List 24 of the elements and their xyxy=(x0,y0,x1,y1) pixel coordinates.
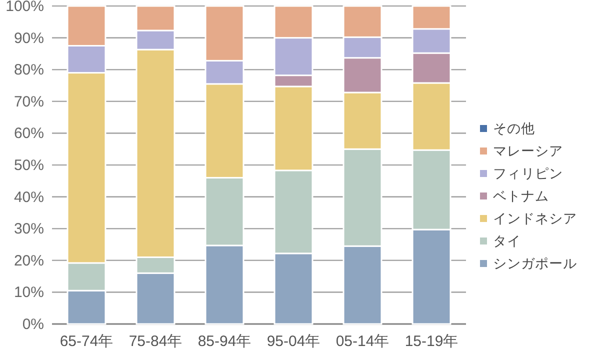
y-tick-label: 60% xyxy=(14,125,44,142)
legend-label: マレーシア xyxy=(493,144,563,158)
legend-label: インドネシア xyxy=(493,211,577,226)
y-tick-label: 70% xyxy=(14,93,44,110)
y-tick-label: 90% xyxy=(14,30,44,47)
legend-label: その他 xyxy=(493,121,535,136)
y-tick-label: 100% xyxy=(6,0,44,15)
y-tick-label: 80% xyxy=(14,62,44,79)
y-tick-label: 20% xyxy=(14,252,44,270)
x-tick-label: 75-84年 xyxy=(128,333,182,350)
x-tick-label: 65-74年 xyxy=(60,333,114,350)
legend-label: シンガポール xyxy=(493,256,577,271)
y-tick-label: 50% xyxy=(14,157,44,174)
legend-label: ベトナム xyxy=(493,188,549,204)
legend-label: フィリピン xyxy=(493,166,563,181)
legend-label: タイ xyxy=(493,234,521,248)
x-tick-label: 85-94年 xyxy=(198,333,252,350)
y-tick-label: 0% xyxy=(22,316,44,333)
x-tick-label: 95-04年 xyxy=(266,333,320,350)
y-tick-label: 10% xyxy=(14,284,44,302)
x-tick-label: 05-14年 xyxy=(336,333,390,350)
y-tick-label: 30% xyxy=(14,220,44,238)
y-tick-label: 40% xyxy=(14,188,44,206)
x-tick-label: 15-19年 xyxy=(404,333,458,350)
